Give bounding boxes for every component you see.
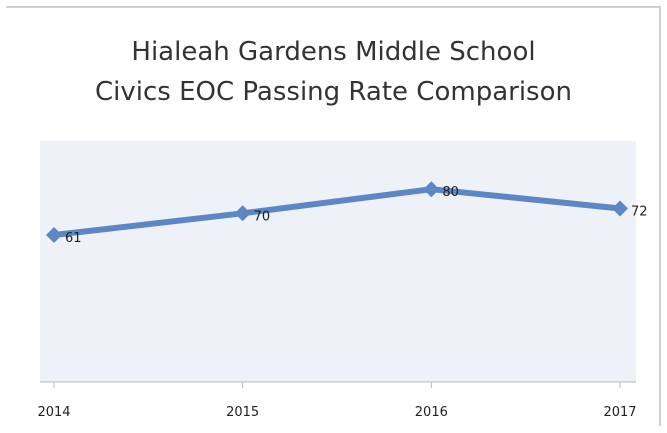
data-point-2017 xyxy=(612,200,628,217)
data-label-2015: 70 xyxy=(254,209,271,224)
chart-title: Hialeah Gardens Middle School Civics EOC… xyxy=(0,32,667,112)
data-point-2016 xyxy=(423,181,440,198)
data-label-2016: 80 xyxy=(442,185,459,200)
x-tick-label-2015: 2015 xyxy=(226,405,259,420)
frame-border-right xyxy=(659,6,661,426)
data-point-2015 xyxy=(234,205,251,222)
data-label-2017: 72 xyxy=(631,204,648,219)
series-0-line xyxy=(51,186,623,238)
data-label-2014: 61 xyxy=(65,231,82,246)
chart-title-line-1: Hialeah Gardens Middle School xyxy=(131,37,536,67)
x-tick-label-2017: 2017 xyxy=(603,405,636,420)
x-tick-label-2014: 2014 xyxy=(37,405,70,420)
plot-area xyxy=(40,141,636,382)
x-tick-label-2016: 2016 xyxy=(415,405,448,420)
data-point-2014 xyxy=(46,226,62,243)
frame-border-top xyxy=(6,6,661,8)
chart-title-line-2: Civics EOC Passing Rate Comparison xyxy=(95,77,572,107)
